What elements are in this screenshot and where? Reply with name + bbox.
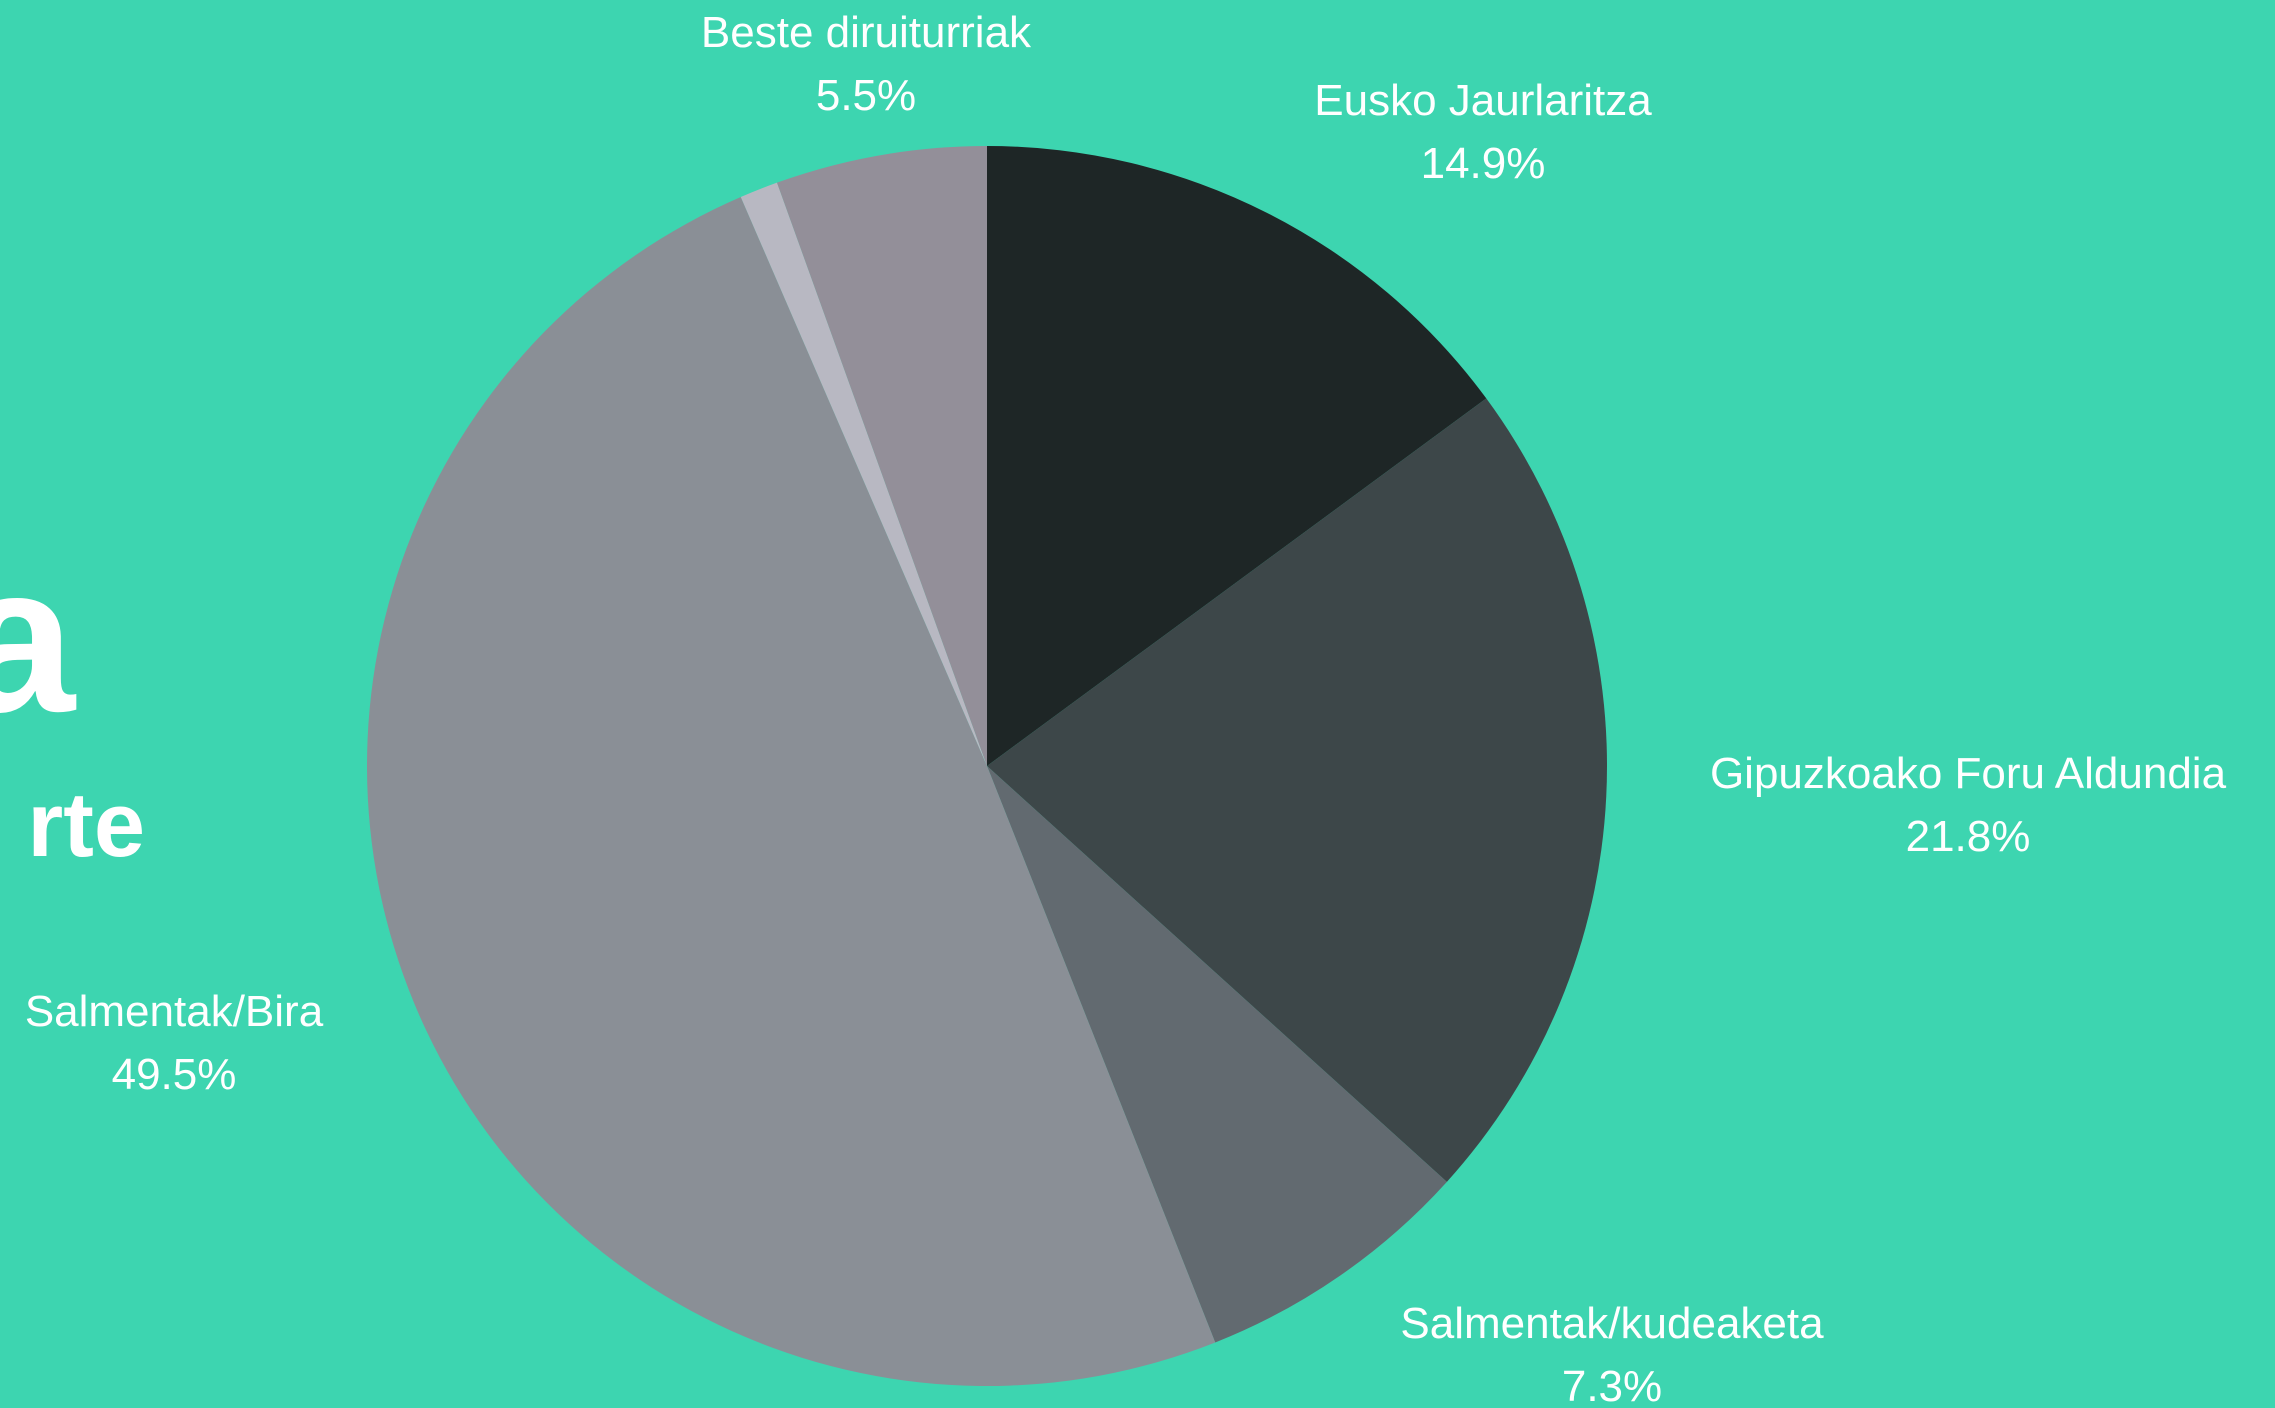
pie-slice [987,398,1607,1182]
pie-slice [740,182,987,766]
slice-value-label: 5.5% [816,71,916,120]
slice-value-label: 14.9% [1421,139,1546,188]
chart-subtitle: rte [27,774,145,876]
slice-label: Beste diruiturriak [701,8,1032,57]
slice-label: Eusko Jaurlaritza [1314,76,1652,125]
slice-value-label: 21.8% [1906,812,2031,861]
pie-slice [776,146,987,766]
slice-value-label: 49.5% [112,1050,237,1099]
chart-title: a [0,521,77,756]
pie-slice [367,196,1216,1386]
slice-label: Gipuzkoako Foru Aldundia [1710,749,2227,798]
pie-slice [987,766,1447,1343]
slice-label: Salmentak/kudeaketa [1400,1299,1824,1348]
pie-slice [987,146,1487,766]
slice-label: Salmentak/Bira [25,987,324,1036]
slice-value-label: 7.3% [1562,1362,1662,1408]
